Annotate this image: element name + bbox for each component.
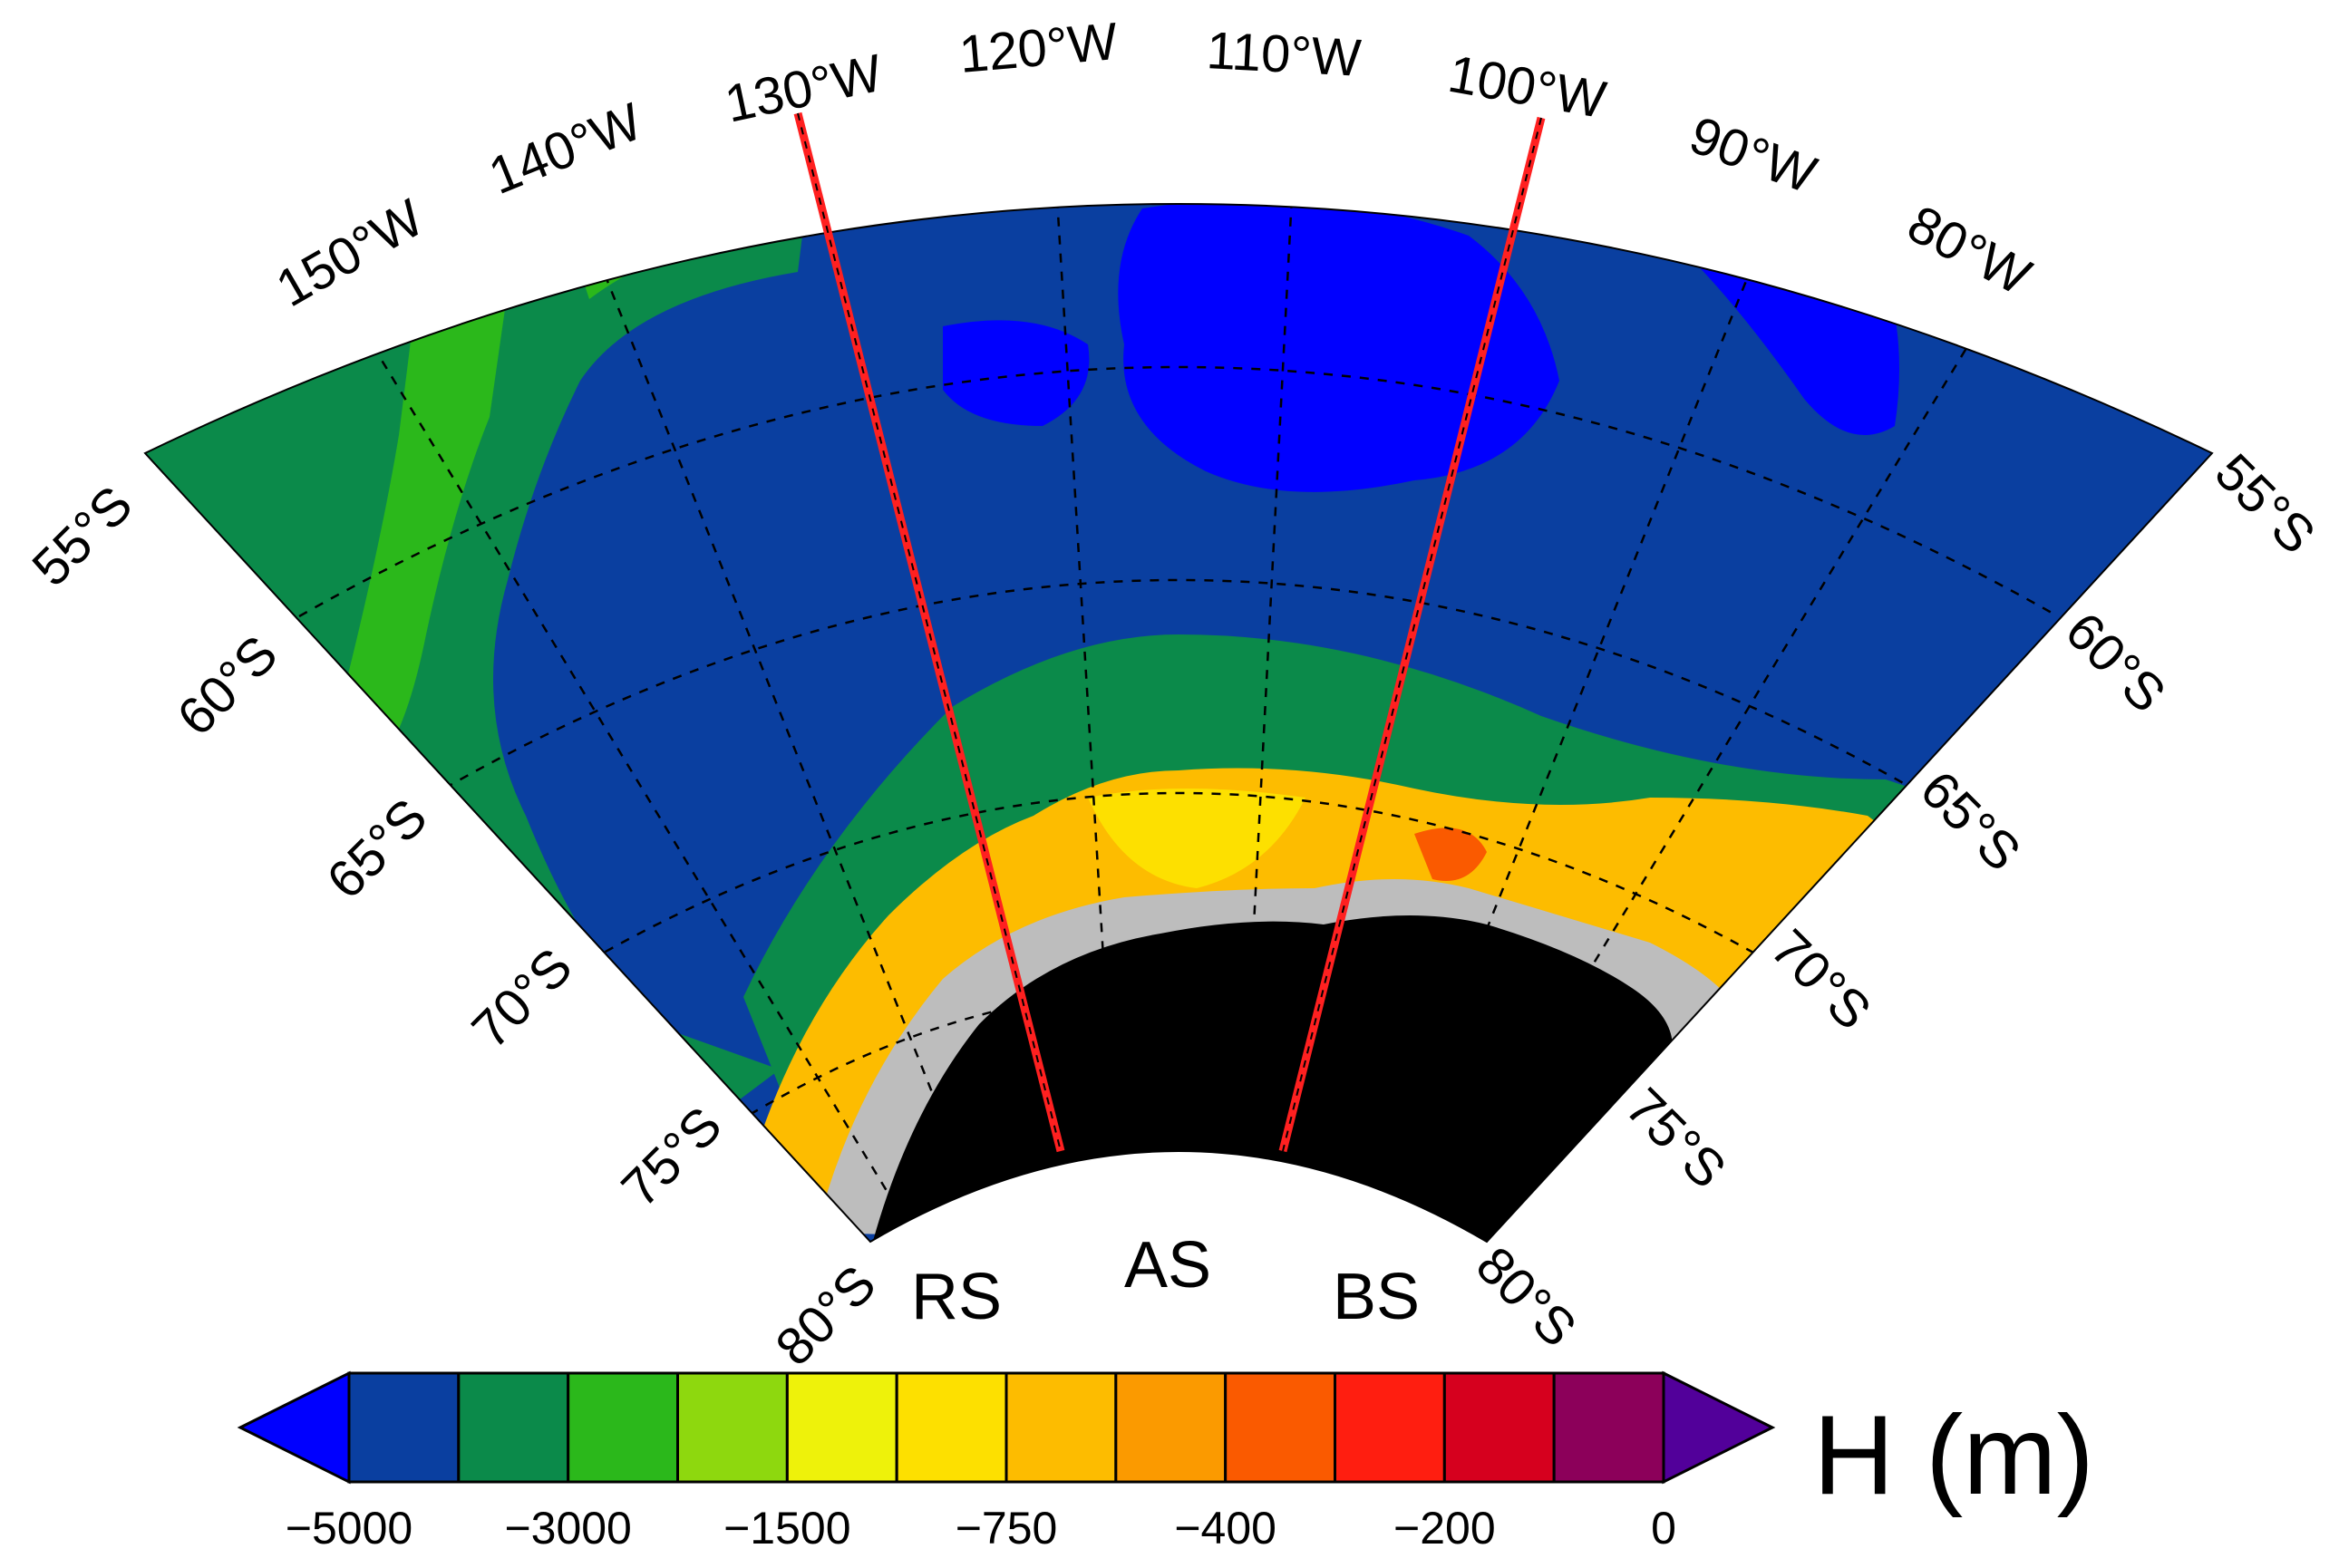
colorbar-swatch [895,1371,1008,1484]
graticule [298,204,2059,1224]
lat-label-right-60s: 60°S [2054,601,2177,723]
parallel-60s [298,365,2059,618]
colorbar-swatch [676,1371,789,1484]
ridge-crest [345,276,508,761]
lat-label-left-75s: 75°S [610,1096,733,1218]
lon-label-140w: 140°W [481,92,651,206]
lat-label-right-65s: 65°S [1909,760,2032,882]
sea-label-rs: RS [911,1261,1002,1333]
abyssal-basin-central [1118,204,1559,492]
colorbar-swatch [785,1371,898,1484]
section-line-100w-center [1282,117,1542,1152]
colorbar-swatch [1442,1371,1556,1484]
colorbar-tick-label: −3000 [504,1503,631,1553]
lat-label-right-75s: 75°S [1615,1077,1737,1199]
colorbar-swatch [1224,1371,1336,1484]
colorbar-tick-label: −5000 [286,1503,412,1553]
lat-label-left-70s: 70°S [461,937,583,1060]
abyssal-basin-west [943,320,1090,426]
colorbar-tick-label: −1500 [723,1503,850,1553]
colorbar-swatch [347,1371,461,1484]
lon-label-120w: 120°W [956,12,1120,84]
colorbar-ticks: −5000 −3000 −1500 −750 −400 −200 0 [286,1503,1676,1553]
colorbar-arrow-low [237,1370,351,1485]
sea-labels: RS AS BS [911,1229,1420,1333]
lon-label-110w: 110°W [1205,21,1363,88]
colorbar-title: H (m) [1813,1393,2094,1518]
parallel-70s [588,791,1769,963]
ridge-shallow-zone [145,204,816,1178]
shelf-inner [1088,789,1305,888]
lon-label-100w: 100°W [1444,44,1611,130]
lat-label-left-65s: 65°S [315,788,438,910]
sea-label-as: AS [1124,1229,1211,1302]
sea-label-bs: BS [1333,1261,1420,1333]
colorbar-tick-label: −200 [1393,1503,1496,1553]
meridian-90w [1385,204,1788,1179]
colorbar [237,1370,1776,1485]
lat-label-left-55s: 55°S [21,475,143,597]
lat-label-right-80s: 80°S [1465,1235,1587,1358]
colorbar-swatch [457,1371,570,1484]
meridian-80w [1440,271,2014,1215]
colorbar-swatch [1114,1371,1228,1484]
colorbar-tick-label: 0 [1651,1503,1676,1553]
lon-label-90w: 90°W [1683,105,1824,205]
section-line-130w-center [797,112,1062,1152]
lat-label-right-70s: 70°S [1760,918,1882,1040]
colorbar-arrow-high [1662,1370,1776,1485]
lat-label-left-60s: 60°S [166,624,288,747]
meridian-120w [1050,204,1117,1152]
colorbar-swatch [1334,1371,1446,1484]
parallel-75s [733,986,1624,1126]
colorbar-swatch [1005,1371,1118,1484]
meridian-140w [569,204,972,1188]
lat-label-right-55s: 55°S [2204,442,2326,565]
shelf-deep-trough [1414,828,1487,881]
lon-label-150w: 150°W [267,188,433,318]
colorbar-swatch [567,1371,680,1484]
map-border [143,203,2214,1244]
colorbar-tick-label: −400 [1174,1503,1276,1553]
lon-label-80w: 80°W [1898,194,2041,306]
lat-label-left-80s: 80°S [764,1254,887,1377]
colorbar-swatch [1552,1371,1665,1484]
colorbar-tick-label: −750 [956,1503,1058,1553]
